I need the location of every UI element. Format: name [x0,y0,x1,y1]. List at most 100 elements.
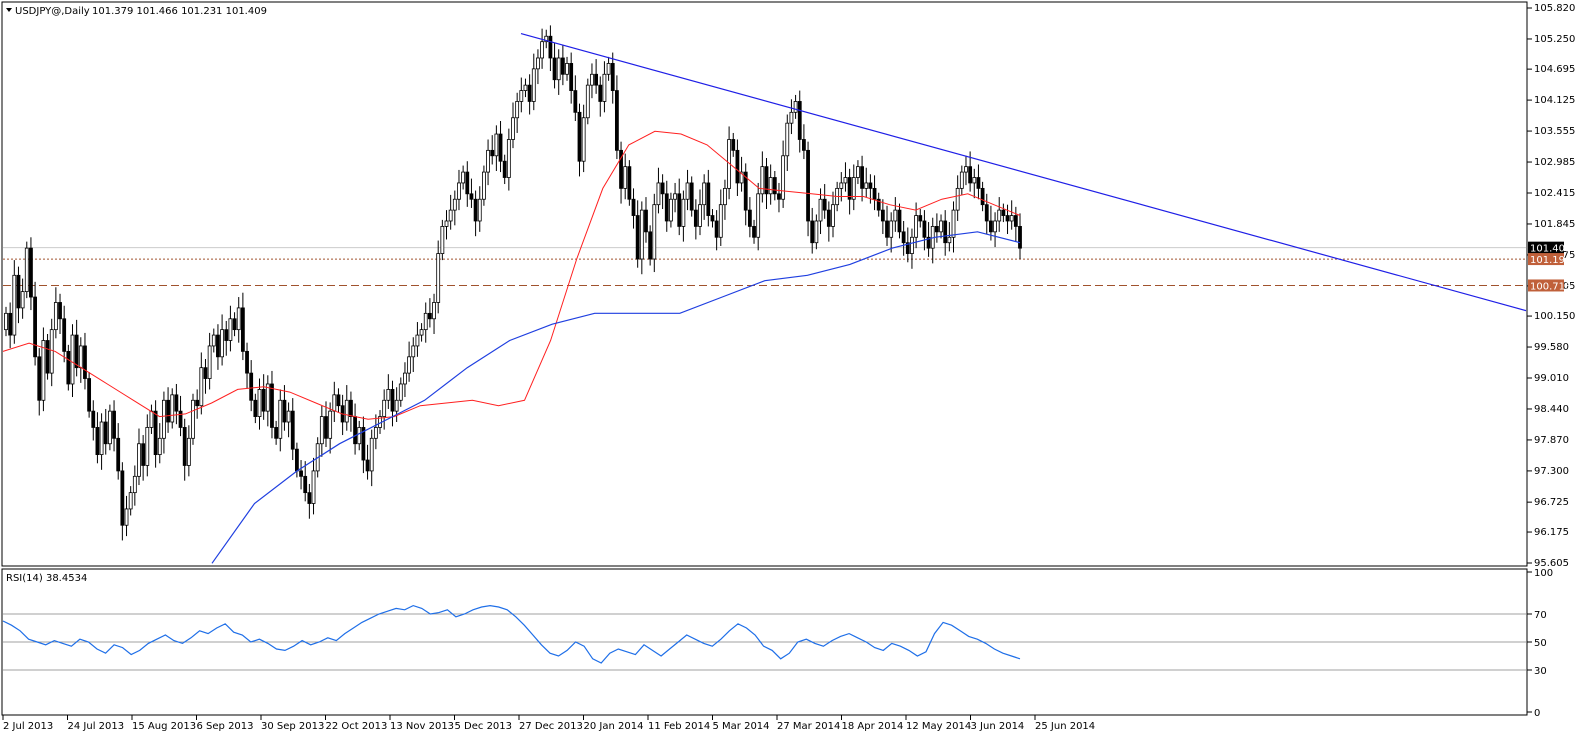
candle [590,63,594,99]
candle [278,389,283,452]
collapse-triangle-icon[interactable] [6,8,12,12]
candle [66,344,71,391]
x-tick-label: 24 Jul 2013 [68,721,125,732]
candle [299,460,303,490]
candle [419,323,424,342]
candle [997,197,1002,232]
candle [186,425,191,477]
y-tick-label: 104.695 [1534,64,1575,75]
candle [781,140,786,208]
candle [120,462,125,541]
candle [980,181,985,212]
candle [797,90,802,153]
candle [141,435,146,481]
candle [444,210,449,240]
candle [669,192,673,228]
candle [810,207,815,254]
candle [718,189,723,246]
candle [614,75,619,160]
candle [162,391,166,454]
candle [689,176,694,217]
candle [361,416,366,474]
candle [594,59,599,94]
candle [548,25,553,72]
candle [415,322,420,357]
candle [602,61,607,113]
x-tick-label: 27 Mar 2014 [777,721,840,732]
candle [681,190,686,242]
candle [191,393,195,445]
candle [8,302,13,349]
candle [486,139,490,186]
candle [116,423,121,480]
candle [307,483,312,519]
candle [843,162,848,192]
candle [598,76,603,117]
candle [947,222,952,252]
candle [137,428,141,486]
x-tick-label: 13 Nov 2013 [390,721,454,732]
candle [934,213,939,243]
candle [403,362,407,398]
y-tick-label: 99.580 [1534,342,1569,353]
candle [876,192,881,217]
candle [195,389,200,419]
candle [83,332,87,390]
candle [777,182,781,213]
x-tick-label: 2 Jul 2013 [3,721,53,732]
y-tick-label: 96.175 [1534,527,1569,538]
candle [240,292,245,361]
price-label-current: 101.409 [1530,244,1571,255]
candle [74,319,79,377]
moving-average-blue [211,231,1021,564]
symbol-info: USDJPY@,Daily [15,6,90,17]
candle [922,210,927,251]
resistance-trendline [520,32,1527,312]
candle [286,402,291,438]
candle [644,197,648,243]
candle [207,332,212,390]
candle [1018,213,1022,260]
candle [627,160,632,206]
candle [806,141,810,237]
candle [764,157,769,210]
candle [220,314,224,366]
candle [253,393,258,424]
candle [373,414,378,450]
candle [494,125,499,171]
horizontal-levels [3,247,1526,286]
candle [448,194,453,230]
candle [245,342,249,389]
x-tick-label: 18 Apr 2014 [842,721,904,732]
candle [344,385,349,431]
x-tick-label: 5 Mar 2014 [713,721,770,732]
candle [660,174,665,210]
candle [12,260,17,344]
candle [170,388,175,429]
candle [490,135,495,165]
candle [556,49,561,95]
candle [506,128,511,191]
candle [885,205,889,246]
candle [91,400,96,441]
candle [515,92,520,133]
candle [511,102,515,149]
candle [157,423,162,464]
candle [785,114,790,171]
y-tick-label: 95.605 [1534,558,1569,569]
candle [236,297,241,343]
candle [386,374,391,409]
candle [752,219,756,244]
candle [901,220,906,256]
candle [211,328,216,353]
candle [851,164,856,211]
candle [540,28,544,69]
candle [182,418,187,481]
y-tick-label: 101.845 [1534,219,1575,230]
candle [70,324,75,398]
candle [623,153,628,200]
candle [216,324,220,370]
candle [502,154,507,185]
candle [382,389,387,430]
